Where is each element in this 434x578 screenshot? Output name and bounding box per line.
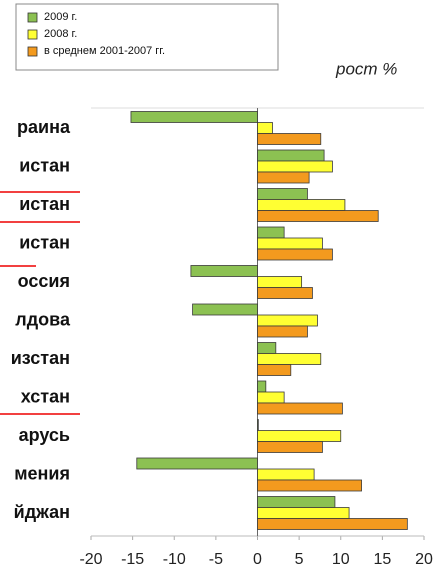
- legend-swatch: [27, 29, 38, 40]
- bar: [257, 171, 310, 184]
- bar: [257, 402, 343, 415]
- category-label: оссия: [18, 271, 70, 291]
- bar: [257, 441, 323, 453]
- bar: [257, 391, 285, 404]
- legend-label: 2008 г.: [44, 28, 77, 40]
- bar: [257, 496, 336, 508]
- bar: [130, 111, 258, 123]
- category-label: лдова: [15, 309, 71, 329]
- bar: [136, 457, 258, 470]
- bar: [257, 210, 379, 222]
- unit-label: рост %: [335, 59, 397, 78]
- bar: [257, 353, 322, 365]
- bar: [257, 248, 333, 261]
- x-tick-label: -5: [209, 551, 223, 568]
- bar: [257, 325, 308, 338]
- bar: [257, 507, 350, 519]
- category-label: истан: [19, 232, 70, 252]
- bar: [192, 303, 258, 316]
- x-tick-label: -20: [79, 551, 102, 568]
- category-label: хстан: [21, 386, 70, 406]
- category-label: истан: [19, 155, 70, 175]
- bar: [257, 122, 273, 134]
- bar: [190, 265, 258, 277]
- bar: [257, 342, 277, 354]
- bar: [257, 237, 323, 250]
- category-label: йджан: [14, 502, 70, 522]
- bar: [257, 518, 408, 530]
- x-tick-label: 10: [332, 551, 350, 568]
- category-label: арусь: [19, 425, 70, 445]
- x-tick-label: -10: [163, 551, 186, 568]
- bar: [257, 188, 308, 200]
- bar: [257, 199, 346, 211]
- bar: [257, 276, 303, 288]
- category-label: истан: [19, 194, 70, 214]
- legend-label: в среднем 2001-2007 гг.: [44, 45, 165, 57]
- x-tick-label: 20: [415, 551, 433, 568]
- x-tick-label: 15: [373, 551, 391, 568]
- bar: [257, 133, 322, 145]
- bar: [257, 468, 315, 481]
- category-label: изстан: [11, 348, 70, 368]
- legend-label: 2009 г.: [44, 11, 77, 23]
- legend-swatch: [27, 46, 38, 57]
- bar: [257, 287, 313, 299]
- x-tick-label: -15: [121, 551, 144, 568]
- x-tick-label: 0: [253, 551, 262, 568]
- legend-swatch: [27, 12, 38, 23]
- x-tick-label: 5: [295, 551, 304, 568]
- bar: [257, 314, 318, 327]
- bar: [257, 419, 259, 431]
- category-label: раина: [17, 117, 71, 137]
- bar: [257, 479, 362, 492]
- bar: [257, 430, 342, 442]
- bar: [257, 149, 325, 162]
- bar: [257, 160, 333, 173]
- bar: [257, 364, 292, 376]
- bar: [257, 226, 285, 239]
- category-label: мения: [14, 463, 70, 483]
- bar: [257, 380, 267, 393]
- legend-box: [15, 3, 279, 71]
